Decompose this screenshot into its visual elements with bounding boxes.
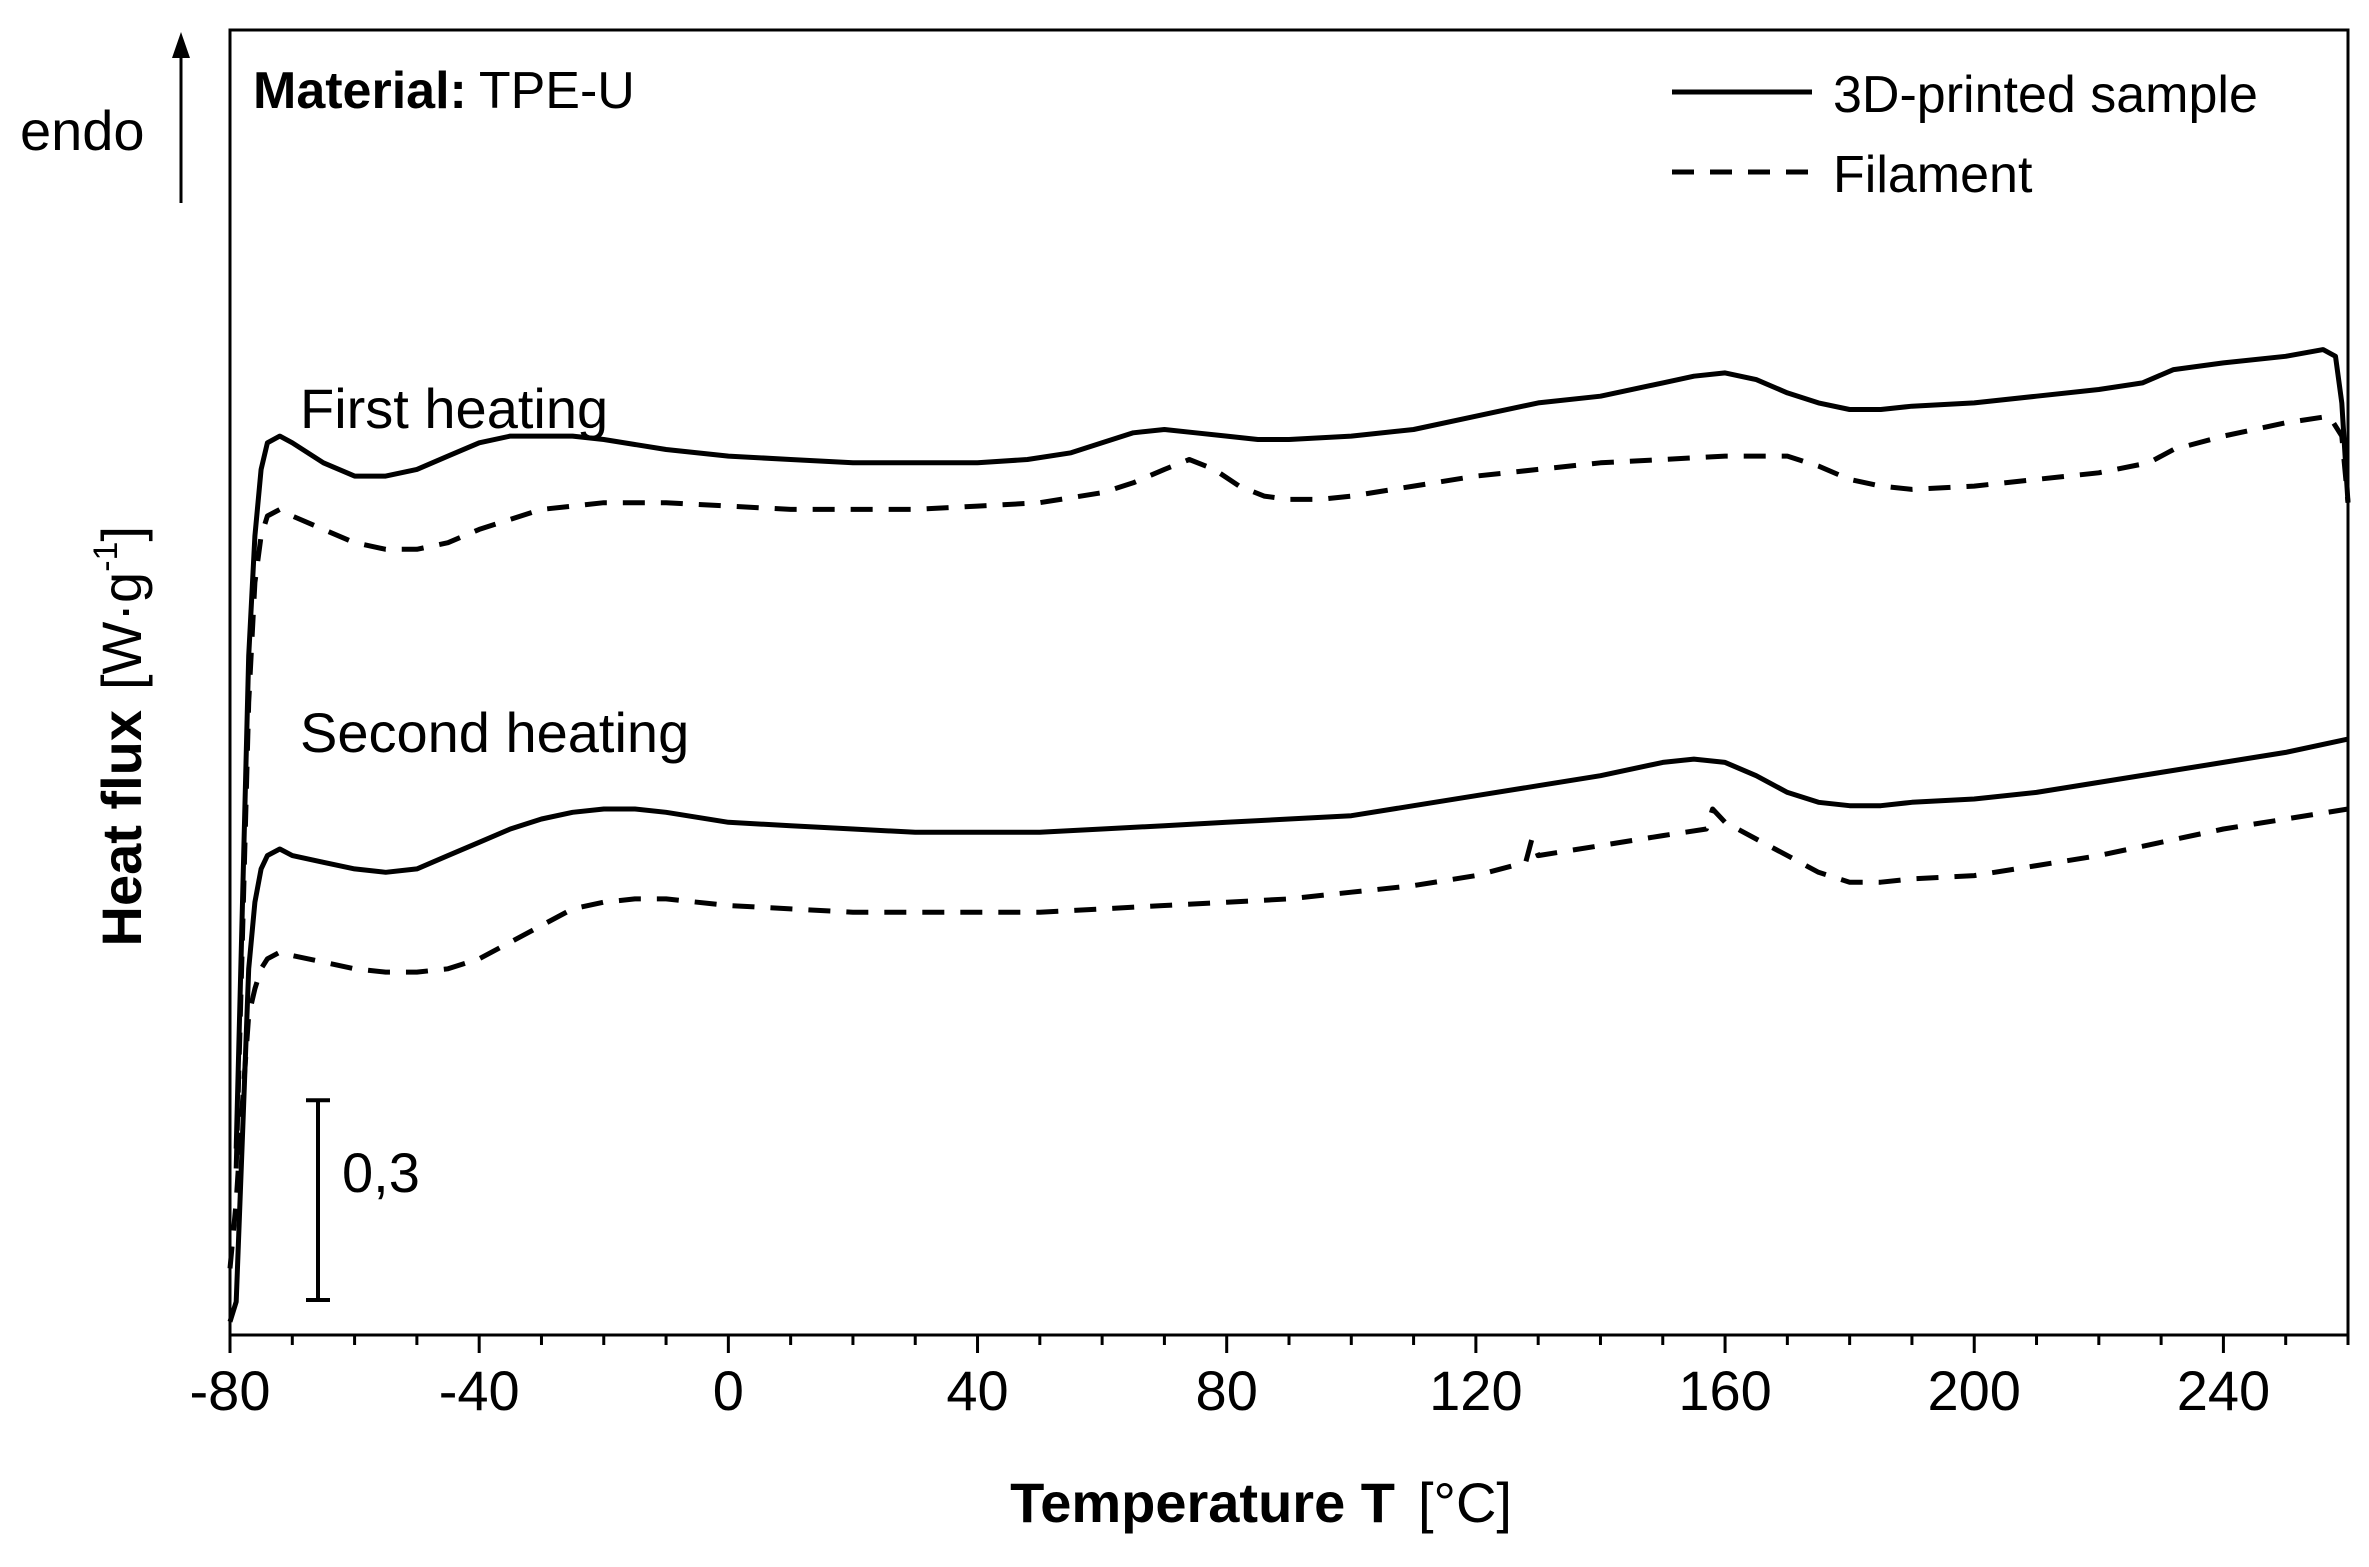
endo-label: endo <box>20 99 145 162</box>
plot-frame <box>228 28 2350 1337</box>
scale-bar: 0,3 <box>306 1098 420 1302</box>
y-axis-unit-base: [W·g <box>90 572 153 690</box>
second-heating-label: Second heating <box>300 701 689 764</box>
x-tick-label: 200 <box>1928 1359 2021 1422</box>
x-axis-ticks <box>228 1335 2350 1353</box>
y-axis-unit: [W·g-1] <box>87 526 153 690</box>
legend: 3D-printed sample Filament <box>1672 66 2258 204</box>
x-axis-title: Temperature T <box>1010 1471 1395 1534</box>
series-line-3d-printed-first <box>233 347 2351 1149</box>
x-axis-tick-labels: -80 -40 0 40 80 120 160 200 240 <box>190 1359 2271 1422</box>
first-heating-label: First heating <box>300 377 608 440</box>
material-value: TPE-U <box>479 62 635 120</box>
series-line-3d-printed-second <box>227 736 2349 1323</box>
x-tick-label: 40 <box>946 1359 1008 1422</box>
y-axis-title-group: Heat flux [W·g-1] <box>87 526 153 947</box>
legend-label-3d-printed: 3D-printed sample <box>1833 66 2258 124</box>
series-layer <box>227 347 2351 1323</box>
series-line-filament-second <box>227 806 2349 1269</box>
y-axis-title: Heat flux <box>90 710 153 947</box>
material-annotation: Material: TPE-U <box>253 62 635 120</box>
x-tick-label: 0 <box>713 1359 744 1422</box>
x-tick-label: 240 <box>2177 1359 2270 1422</box>
x-axis-unit: [°C] <box>1418 1471 1512 1534</box>
y-axis-unit-exponent: -1 <box>87 542 125 572</box>
scale-bar-label: 0,3 <box>342 1141 420 1204</box>
y-axis-unit-close: ] <box>90 526 153 542</box>
x-tick-label: -40 <box>439 1359 520 1422</box>
x-tick-label: -80 <box>190 1359 271 1422</box>
x-tick-label: 120 <box>1429 1359 1522 1422</box>
x-tick-label: 80 <box>1196 1359 1258 1422</box>
x-tick-label: 160 <box>1678 1359 1771 1422</box>
material-label: Material: <box>253 62 467 120</box>
endo-arrow-head <box>172 32 190 58</box>
legend-label-filament: Filament <box>1833 146 2033 204</box>
